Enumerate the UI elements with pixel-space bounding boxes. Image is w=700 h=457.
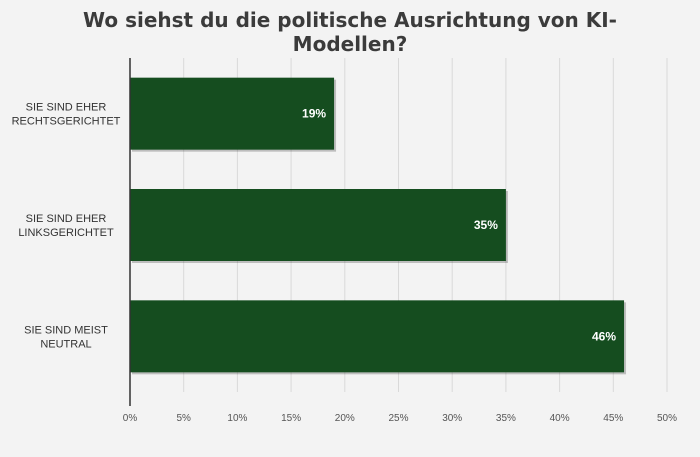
chart-title: Wo siehst du die politische Ausrichtung … <box>83 8 617 56</box>
x-tick-label: 20% <box>335 413 355 424</box>
x-tick-label: 0% <box>123 413 138 424</box>
x-tick-label: 30% <box>442 413 462 424</box>
category-label: LINKSGERICHTET <box>18 227 114 239</box>
category-label: SIE SIND MEIST <box>24 324 108 336</box>
x-axis-ticks: 0% 5% 10% 15% 20% 25% 30% 35% 40% 45% 50% <box>123 413 677 424</box>
chart-title-line: Wo siehst du die politische Ausrichtung … <box>83 8 617 32</box>
x-tick-label: 35% <box>496 413 516 424</box>
x-tick-label: 10% <box>227 413 247 424</box>
category-label: NEUTRAL <box>40 338 91 350</box>
x-tick-label: 15% <box>281 413 301 424</box>
bars: 19% 35% 46% <box>130 77 627 375</box>
x-tick-label: 50% <box>657 413 677 424</box>
x-tick-label: 40% <box>550 413 570 424</box>
category-label: SIE SIND EHER <box>26 213 107 225</box>
x-tick-label: 45% <box>603 413 623 424</box>
chart-title-line: Modellen? <box>293 32 408 56</box>
x-tick-label: 25% <box>388 413 408 424</box>
data-label: 35% <box>474 218 498 232</box>
category-labels: SIE SIND EHER RECHTSGERICHTET SIE SIND EHE… <box>12 102 121 351</box>
data-label: 46% <box>592 329 616 343</box>
category-label: RECHTSGERICHTET <box>12 116 121 128</box>
category-label: SIE SIND EHER <box>26 102 107 114</box>
x-tick-label: 5% <box>176 413 191 424</box>
bar <box>130 300 625 373</box>
data-label: 19% <box>302 107 326 121</box>
bar <box>130 77 335 150</box>
bar <box>130 189 506 261</box>
